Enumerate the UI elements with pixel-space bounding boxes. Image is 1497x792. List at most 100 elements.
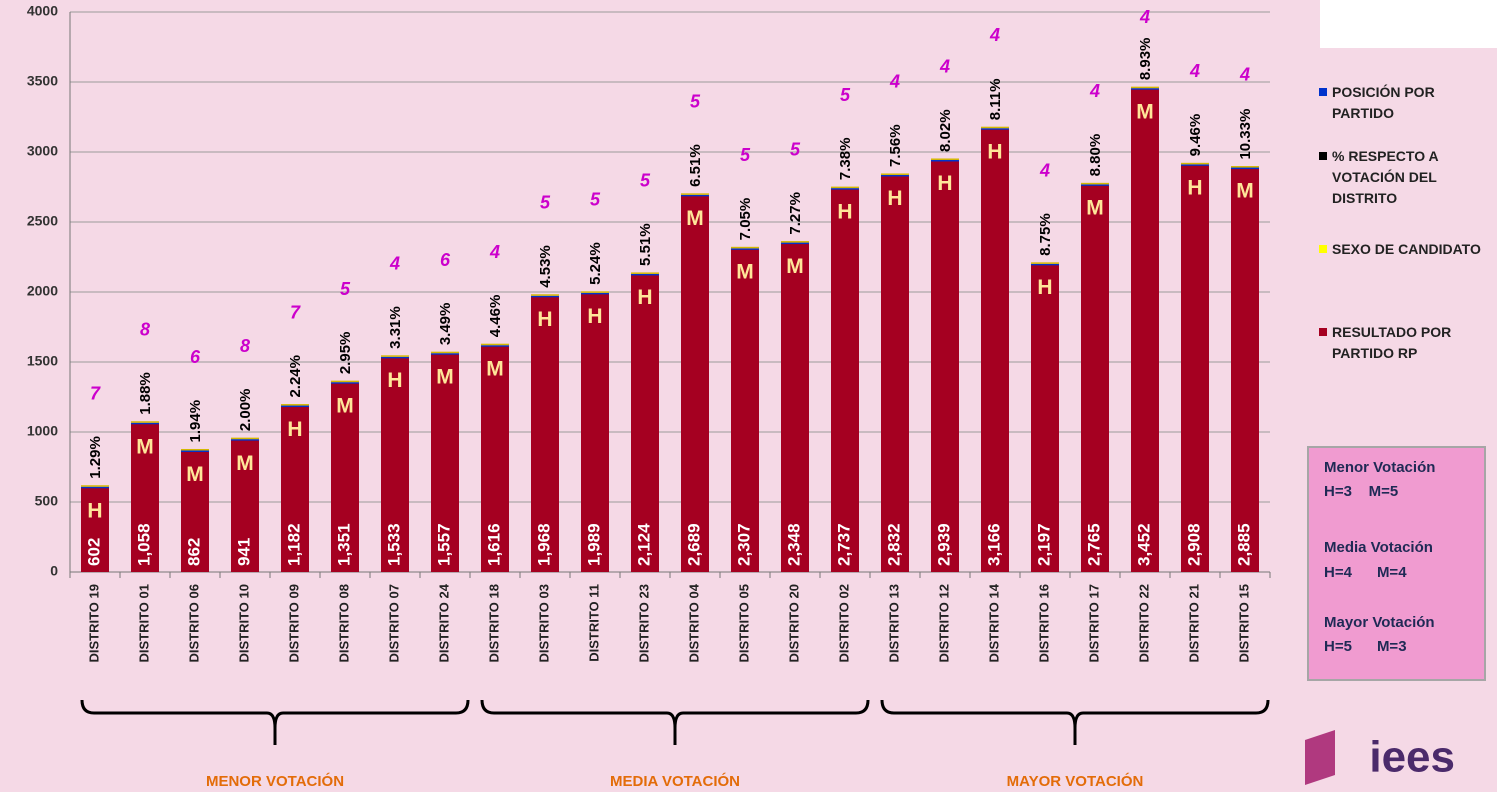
position-segment [981, 128, 1009, 130]
x-tick-label: DISTRITO 05 [736, 584, 751, 663]
position-label: 4 [889, 72, 900, 92]
bar-value-label: 2,832 [884, 523, 903, 566]
sex-segment [181, 448, 209, 451]
bar-value-label: 3,452 [1134, 523, 1153, 566]
bar-value-label: 2,197 [1034, 523, 1053, 566]
sex-segment [881, 173, 909, 175]
sex-segment [431, 351, 459, 354]
x-tick-label: DISTRITO 18 [486, 584, 501, 663]
x-tick-label: DISTRITO 24 [436, 583, 451, 662]
percent-label: 8.11% [987, 78, 1004, 120]
x-tick-label: DISTRITO 07 [386, 584, 401, 663]
bar-value-label: 2,124 [634, 523, 653, 566]
percent-label: 10.33% [1237, 109, 1254, 160]
bar-value-label: 3,166 [984, 523, 1003, 566]
position-label: 4 [1139, 7, 1150, 27]
bar [131, 423, 159, 572]
position-label: 4 [1189, 61, 1200, 81]
position-segment [1181, 164, 1209, 166]
x-tick-label: DISTRITO 04 [686, 583, 701, 662]
x-tick-label: DISTRITO 11 [586, 584, 601, 662]
position-segment [181, 450, 209, 452]
position-segment [381, 356, 409, 359]
y-tick-label: 3000 [27, 143, 58, 159]
position-label: 7 [90, 383, 101, 403]
bar [731, 249, 759, 572]
info-box-text: Mayor Votación [1324, 614, 1435, 631]
position-segment [581, 292, 609, 295]
sex-segment [381, 355, 409, 357]
position-label: 6 [440, 250, 451, 270]
sex-segment [1131, 86, 1159, 89]
bar-value-label: 1,989 [584, 523, 603, 566]
position-segment [1031, 263, 1059, 266]
position-segment [781, 242, 809, 245]
logo: iees [1369, 733, 1455, 782]
sex-label: H [287, 418, 302, 441]
sex-label: H [587, 305, 602, 328]
info-box-text: Media Votación [1324, 539, 1433, 556]
percent-label: 5.51% [637, 223, 654, 266]
group-bracket [480, 699, 870, 745]
info-box-text: H=4 M=4 [1324, 564, 1407, 581]
sex-label: H [987, 140, 1002, 163]
position-segment [131, 422, 159, 425]
position-label: 4 [489, 242, 500, 262]
percent-label: 2.95% [337, 332, 354, 375]
group-label: MAYOR VOTACIÓN [1007, 772, 1144, 790]
bar [481, 345, 509, 572]
position-segment [481, 345, 509, 347]
bar [431, 354, 459, 572]
x-tick-label: DISTRITO 08 [336, 584, 351, 663]
bar [631, 274, 659, 572]
bar-value-label: 1,058 [134, 523, 153, 566]
legend-swatch [1319, 88, 1327, 96]
x-tick-label: DISTRITO 13 [886, 584, 901, 663]
x-tick-label: DISTRITO 15 [1236, 584, 1251, 663]
position-segment [1231, 167, 1259, 170]
sex-label: M [336, 394, 354, 417]
y-tick-label: 500 [35, 493, 59, 509]
bar [981, 128, 1009, 572]
sex-label: H [537, 308, 552, 331]
x-tick-label: DISTRITO 22 [1136, 584, 1151, 663]
sex-label: M [736, 261, 754, 284]
position-label: 8 [140, 320, 150, 340]
position-label: 4 [1089, 81, 1100, 101]
bar [681, 195, 709, 573]
percent-label: 8.80% [1087, 134, 1104, 177]
position-segment [231, 439, 259, 441]
bar-value-label: 1,557 [434, 523, 453, 566]
position-segment [1081, 184, 1109, 186]
sex-label: M [1236, 180, 1254, 203]
position-segment [281, 405, 309, 408]
bar [1081, 184, 1109, 572]
position-label: 5 [540, 193, 551, 213]
position-label: 4 [939, 57, 950, 77]
sex-segment [231, 437, 259, 440]
bar-value-label: 2,765 [1084, 523, 1103, 566]
percent-label: 7.56% [887, 124, 904, 167]
bar-value-label: 602 [84, 538, 103, 566]
bar [331, 382, 359, 572]
bar [1031, 264, 1059, 572]
sex-segment [481, 343, 509, 346]
bar-value-label: 2,908 [1184, 523, 1203, 566]
position-label: 5 [690, 92, 701, 112]
bar [1181, 164, 1209, 572]
sex-label: M [686, 207, 704, 230]
bar-value-label: 1,616 [484, 523, 503, 566]
bar-value-label: 1,968 [534, 523, 553, 566]
position-segment [1131, 88, 1159, 90]
x-tick-label: DISTRITO 10 [236, 584, 251, 663]
percent-label: 4.46% [487, 295, 504, 338]
x-tick-label: DISTRITO 02 [836, 584, 851, 663]
sex-label: M [136, 435, 154, 458]
bar-value-label: 2,307 [734, 523, 753, 566]
sex-label: M [436, 366, 454, 389]
sex-label: H [937, 172, 952, 195]
sex-label: H [1187, 176, 1202, 199]
bar-value-label: 2,737 [834, 523, 853, 566]
position-segment [81, 486, 109, 489]
